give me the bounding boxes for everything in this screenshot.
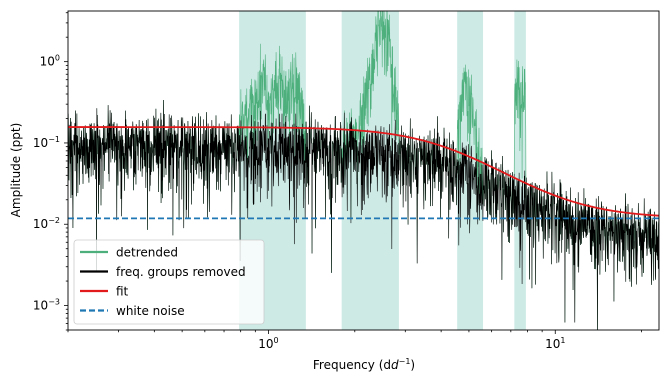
x-tick-label: 101 [545,336,565,351]
y-tick-label: 10−1 [33,135,60,150]
legend-label: white noise [116,304,185,318]
legend-label: freq. groups removed [116,265,246,279]
y-axis-ticks: 10−3 10−2 10−1 100 [33,12,68,331]
plot-frame [67,10,660,331]
y-tick-label: 10−3 [33,298,60,313]
y-tick-label: 100 [40,54,60,69]
shaded-band [514,11,526,330]
legend-box [73,239,265,325]
fit-line [68,126,659,217]
legend-label: fit [116,285,129,299]
plot-area [68,11,659,330]
legend: detrended freq. groups removed fit white no… [73,239,265,325]
legend-label: detrended [116,246,178,260]
x-axis-label: Frequency (dd−1) [313,357,415,372]
x-tick-label: 100 [258,336,278,351]
y-axis-label: Amplitude (ppt) [9,123,23,218]
x-axis-ticks: 100 101 [67,330,642,351]
y-tick-label: 10−2 [33,216,60,231]
freq-groups-removed-series-line [68,100,659,330]
